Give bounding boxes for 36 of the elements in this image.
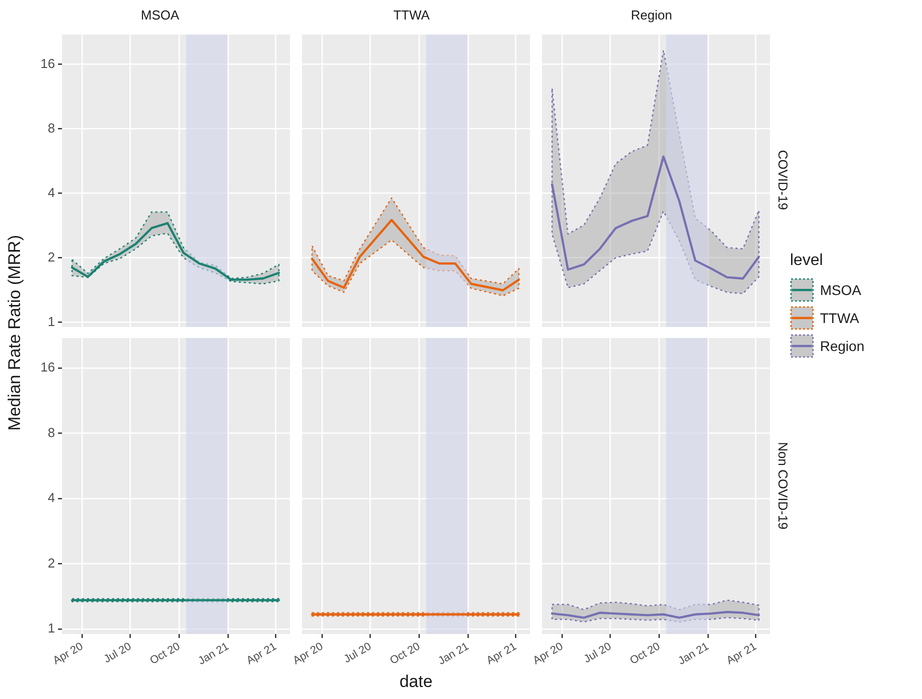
legend-label: TTWA [820,310,860,326]
x-tick-label: Oct 20 [148,640,182,668]
y-axis-title: Median Rate Ratio (MRR) [5,235,25,431]
y-tick-label: 16 [40,360,55,375]
x-tick-label: Oct 20 [628,640,662,668]
x-tick-label: Apr 20 [531,640,566,668]
y-tick-label: 4 [48,184,55,200]
chart-title: MSOA [140,7,180,22]
y-tick-label: 4 [48,490,55,506]
x-tick-label: Jul 20 [342,640,374,666]
x-tick-label: Jan 21 [196,640,231,668]
y-tick-label: 1 [48,314,55,329]
y2-axis-title: Non COVID-19 [776,442,790,530]
y-tick-label: 8 [48,120,55,136]
x-tick-label: Apr 21 [484,640,519,668]
x-tick-label: Apr 21 [244,640,279,668]
y2-axis-title: COVID-19 [776,150,790,210]
x-tick-label: Apr 21 [724,640,759,668]
x-tick-label: Jan 21 [676,640,711,668]
x-tick-label: Jul 20 [582,640,614,666]
y-tick-label: 2 [48,555,55,570]
y-tick-label: 1 [48,620,55,636]
legend-title: level [790,252,824,270]
chart-title: TTWA [393,7,430,22]
legend-label: Region [820,338,864,354]
y-tick-label: 2 [48,249,55,264]
x-axis-title: date [399,672,433,691]
x-tick-label: Jan 21 [436,640,471,668]
y-tick-label: 16 [40,56,55,71]
chart-title: Region [630,7,672,22]
x-tick-label: Apr 20 [291,640,326,668]
y-tick-label: 8 [48,424,55,440]
x-tick-label: Jul 20 [102,640,134,666]
x-tick-label: Oct 20 [388,640,422,668]
x-tick-label: Apr 20 [51,640,86,668]
legend-label: MSOA [820,282,862,298]
